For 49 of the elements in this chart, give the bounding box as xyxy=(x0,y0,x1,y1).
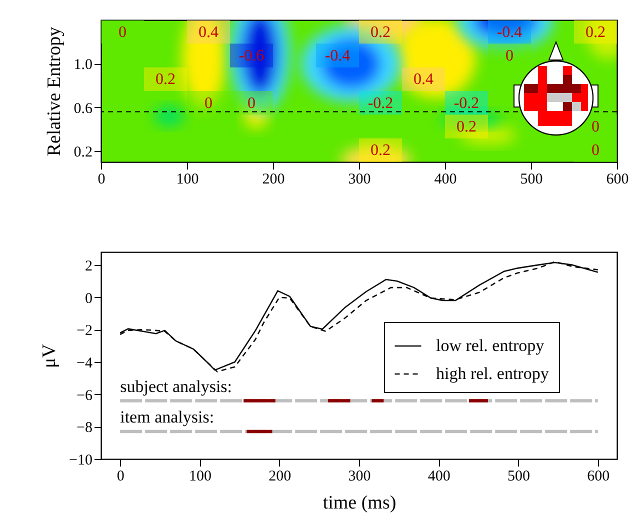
x-tick-label: 200 xyxy=(262,172,285,188)
y-axis-title: μV xyxy=(39,344,60,368)
y-tick-label: −4 xyxy=(76,355,93,372)
annotation: subject analysis: xyxy=(120,376,232,396)
x-tick-label: 100 xyxy=(176,172,199,188)
legend-label: low rel. entropy xyxy=(436,336,545,355)
y-axis-title: Relative Entropy xyxy=(44,26,65,156)
annotation: item analysis: xyxy=(120,408,214,427)
y-tick-label: 0.2 xyxy=(74,144,92,161)
x-tick-label: 600 xyxy=(606,172,629,188)
x-tick-label: 200 xyxy=(268,468,292,484)
data-label: -0.4 xyxy=(324,48,350,64)
data-label: 0 xyxy=(506,48,514,64)
data-label: -0.4 xyxy=(496,24,522,41)
data-label: 0.2 xyxy=(370,24,390,41)
y-tick-label: 1.0 xyxy=(74,57,92,74)
y-tick-label: −8 xyxy=(76,420,92,436)
data-label: 0.4 xyxy=(198,24,218,41)
y-tick-label: 2 xyxy=(85,258,92,274)
data-label: 0 xyxy=(204,94,212,112)
x-tick-label: 300 xyxy=(348,468,371,484)
x-tick-label: 400 xyxy=(434,172,457,188)
data-label: 0 xyxy=(248,94,256,112)
data-label: 0.2 xyxy=(456,118,476,136)
data-label: -0.6 xyxy=(238,48,264,64)
x-axis-title: time (ms) xyxy=(322,492,396,514)
x-tick-label: 300 xyxy=(348,172,371,188)
y-tick-label: 0 xyxy=(85,290,92,307)
x-tick-label: 600 xyxy=(587,468,610,484)
data-label: 0 xyxy=(118,24,126,41)
data-label: 0 xyxy=(592,118,600,136)
x-tick-label: 500 xyxy=(508,468,530,484)
data-label: 0 xyxy=(592,142,600,160)
x-tick-label: 400 xyxy=(428,468,450,484)
y-tick-label: −6 xyxy=(76,388,93,404)
x-tick-label: 500 xyxy=(520,172,543,188)
x-tick-label: 100 xyxy=(188,468,212,484)
data-label: 0.4 xyxy=(414,71,434,88)
data-label: 0.2 xyxy=(586,24,606,41)
y-tick-label: −2 xyxy=(76,323,92,340)
y-tick-label: 0.6 xyxy=(74,100,93,117)
data-label: 0.2 xyxy=(370,142,390,160)
data-label: 0.2 xyxy=(156,71,176,88)
x-tick-label: 0 xyxy=(116,468,124,484)
x-tick-label: 0 xyxy=(98,172,106,188)
data-label: -0.2 xyxy=(454,94,480,112)
legend-label: high rel. entropy xyxy=(436,364,550,383)
data-label: -0.2 xyxy=(368,94,394,112)
y-tick-label: −10 xyxy=(69,452,92,468)
